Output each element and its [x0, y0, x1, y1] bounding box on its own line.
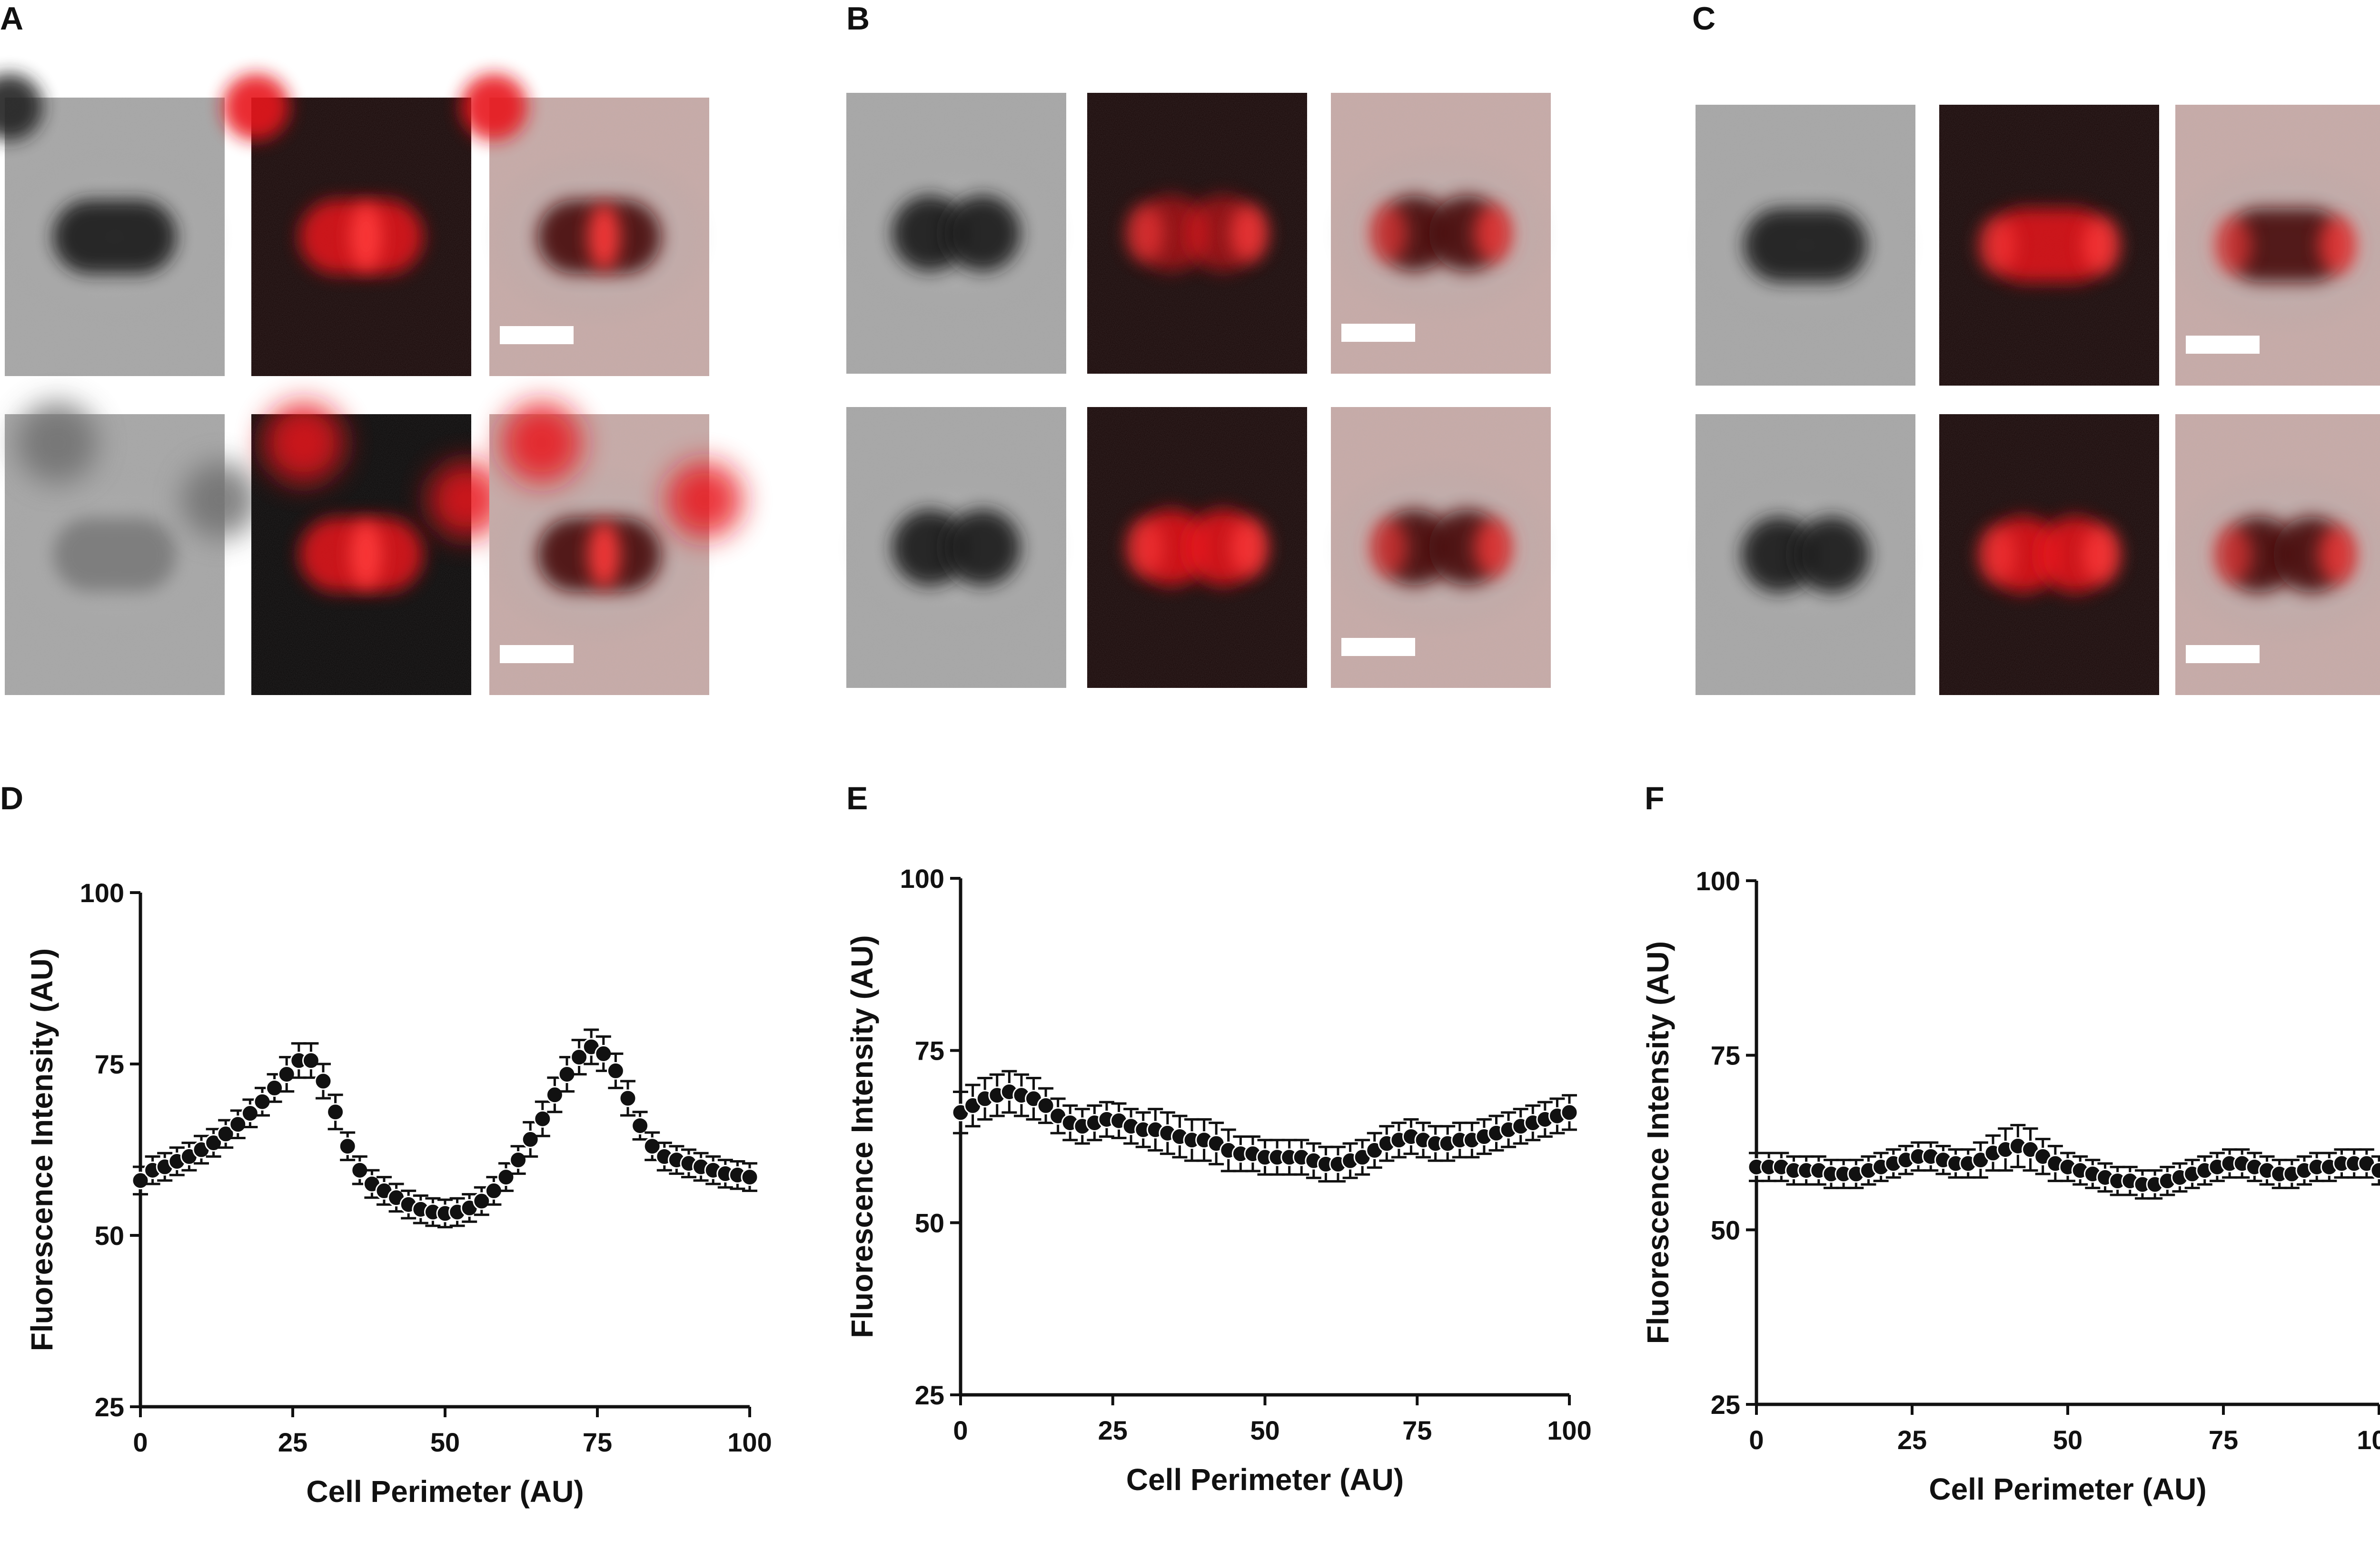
chart-d-data-point: [302, 1052, 320, 1070]
chart-f-x-tick-label: 0: [1749, 1425, 1764, 1455]
chart-f-y-tick-label: 50: [1711, 1215, 1740, 1245]
chart-d-data-point: [473, 1192, 491, 1210]
chart-f-x-tick-label: 50: [2053, 1425, 2082, 1455]
chart-e-data-point: [1560, 1104, 1578, 1122]
chart-d-data-point: [241, 1104, 259, 1123]
chart-d-data-point: [327, 1103, 345, 1121]
chart-d-data-point: [534, 1110, 552, 1128]
scale-bar: [1341, 638, 1415, 656]
chart-e-x-tick-label: 50: [1250, 1415, 1279, 1445]
chart-d-x-tick-label: 100: [727, 1427, 772, 1457]
chart-d: 25 50 75 100 0 25 50 75 100 Cell Perimeter (AU) Fl…: [25, 878, 772, 1509]
chart-d-y-tick-label: 100: [80, 878, 124, 908]
chart-f-data-point: [2370, 1162, 2380, 1180]
chart-d-x-tick-label: 0: [133, 1427, 148, 1457]
chart-e-y-tick-label: 75: [915, 1036, 944, 1066]
chart-e-data-point: [1037, 1096, 1055, 1114]
chart-e-x-tick-label: 100: [1547, 1415, 1591, 1445]
chart-d-x-tick-label: 75: [583, 1427, 612, 1457]
chart-d-data-point: [217, 1125, 235, 1143]
chart-d-data-point: [338, 1137, 357, 1155]
chart-d-data-point: [741, 1168, 759, 1186]
chart-d-x-tick-label: 50: [430, 1427, 460, 1457]
chart-d-data-point: [606, 1062, 625, 1080]
chart-d-x-axis-title: Cell Perimeter (AU): [306, 1474, 584, 1509]
chart-d-data-point: [521, 1130, 539, 1148]
micrograph-b-row1-fluorescence: [1087, 93, 1307, 374]
chart-e-x-tick-label: 75: [1402, 1415, 1432, 1445]
micrograph-c-row2-brightfield: [1686, 414, 1924, 695]
micrograph-c-row1-fluorescence: [1939, 105, 2159, 386]
panel-letter-b: B: [846, 0, 870, 37]
chart-d-data-point: [509, 1151, 527, 1169]
chart-d-data-point: [266, 1079, 284, 1097]
chart-d-data-point: [643, 1137, 661, 1155]
chart-f-x-tick-label: 75: [2209, 1425, 2238, 1455]
panel-letter-d: D: [0, 780, 23, 816]
chart-d-data-point: [314, 1072, 332, 1090]
chart-d-y-tick-label: 75: [95, 1049, 124, 1079]
micrograph-c-row2-fluorescence: [1939, 414, 2159, 695]
chart-d-data-point: [497, 1168, 515, 1186]
micrograph-grid: [0, 74, 2380, 695]
panel-letter-a: A: [0, 0, 23, 37]
micrograph-a-row1-fluorescence: [223, 74, 471, 376]
panel-letter-c: C: [1692, 0, 1716, 37]
micrograph-b-row2-brightfield: [837, 407, 1075, 688]
chart-f-y-tick-label: 100: [1696, 866, 1740, 896]
micrograph-c-row1-merge: [2166, 105, 2380, 386]
chart-f: 25 50 75 100 0 25 50 75 100 Cell Perimeter (AU) Fl…: [1641, 866, 2380, 1506]
scale-bar: [500, 645, 574, 663]
chart-e: 25 50 75 100 0 25 50 75 100 Cell Perimeter (AU) Fl…: [845, 864, 1592, 1497]
chart-d-data-point: [619, 1089, 637, 1107]
micrograph-b-row1-brightfield: [837, 93, 1075, 374]
chart-d-data-point: [545, 1086, 564, 1104]
chart-d-data-point: [229, 1115, 247, 1133]
chart-d-data-point: [570, 1048, 588, 1066]
panel-letter-e: E: [846, 780, 868, 816]
chart-e-y-tick-label: 25: [915, 1380, 944, 1410]
chart-d-data-point: [131, 1172, 149, 1190]
scale-bar: [500, 326, 574, 344]
scale-bar: [2186, 645, 2260, 663]
micrograph-b-row1-merge: [1322, 93, 1560, 374]
scale-bar: [1341, 324, 1415, 342]
micrograph-a-row1-merge: [461, 74, 718, 376]
chart-d-y-axis-title: Fluorescence Intensity (AU): [25, 948, 59, 1351]
micrograph-a-row2-brightfield: [0, 402, 258, 695]
chart-d-y-tick-label: 50: [95, 1221, 124, 1251]
micrograph-a-row1-brightfield: [0, 74, 234, 376]
chart-e-x-tick-label: 25: [1098, 1415, 1128, 1445]
chart-f-y-axis-title: Fluorescence Intensity (AU): [1641, 941, 1675, 1344]
panel-letter-f: F: [1645, 780, 1665, 816]
chart-f-x-tick-label: 25: [1897, 1425, 1927, 1455]
chart-e-y-axis-title: Fluorescence Intensity (AU): [845, 935, 879, 1338]
chart-f-y-tick-label: 75: [1711, 1041, 1740, 1071]
micrograph-c-row2-merge: [2166, 414, 2380, 695]
chart-e-x-axis-title: Cell Perimeter (AU): [1126, 1462, 1404, 1497]
chart-d-x-tick-label: 25: [278, 1427, 307, 1457]
micrograph-a-row2-fluorescence: [251, 402, 505, 695]
chart-d-data-point: [205, 1134, 223, 1152]
micrograph-b-row2-fluorescence: [1087, 407, 1307, 688]
chart-f-y-tick-label: 25: [1711, 1390, 1740, 1420]
micrograph-c-row1-brightfield: [1686, 105, 1924, 386]
chart-e-x-tick-label: 0: [953, 1415, 968, 1445]
chart-d-data-point: [631, 1117, 649, 1135]
micrograph-b-row2-merge: [1322, 407, 1560, 688]
chart-e-y-tick-label: 50: [915, 1208, 944, 1238]
micrograph-a-row2-merge: [480, 402, 743, 695]
chart-f-x-axis-title: Cell Perimeter (AU): [1929, 1472, 2206, 1506]
chart-e-y-tick-label: 100: [900, 864, 944, 894]
chart-f-x-tick-label: 100: [2357, 1425, 2380, 1455]
chart-d-data-point: [278, 1065, 296, 1084]
scale-bar: [2186, 336, 2260, 354]
chart-d-y-tick-label: 25: [95, 1392, 124, 1422]
